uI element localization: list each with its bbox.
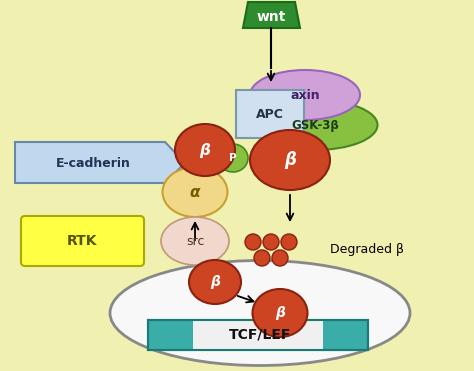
Text: GSK-3β: GSK-3β — [291, 118, 339, 131]
Ellipse shape — [175, 124, 235, 176]
Ellipse shape — [254, 250, 270, 266]
Ellipse shape — [245, 234, 261, 250]
Text: β: β — [210, 275, 220, 289]
Text: wnt: wnt — [256, 10, 286, 24]
Text: β: β — [275, 306, 285, 320]
Ellipse shape — [163, 167, 228, 217]
Ellipse shape — [110, 260, 410, 365]
FancyBboxPatch shape — [21, 216, 144, 266]
Text: axin: axin — [290, 89, 320, 102]
Ellipse shape — [272, 250, 288, 266]
Text: APC: APC — [256, 108, 284, 121]
Text: β: β — [284, 151, 296, 169]
Ellipse shape — [250, 130, 330, 190]
Text: TCF/LEF: TCF/LEF — [229, 328, 291, 342]
Text: E-cadherin: E-cadherin — [55, 157, 130, 170]
Text: P: P — [229, 153, 237, 163]
Ellipse shape — [253, 100, 377, 150]
Text: src: src — [186, 234, 204, 247]
Ellipse shape — [189, 260, 241, 304]
Ellipse shape — [253, 289, 308, 337]
FancyBboxPatch shape — [193, 320, 323, 350]
Ellipse shape — [263, 234, 279, 250]
Text: RTK: RTK — [67, 234, 97, 248]
Polygon shape — [243, 2, 300, 28]
Text: Degraded β: Degraded β — [330, 243, 404, 256]
Text: β: β — [200, 142, 210, 158]
Ellipse shape — [281, 234, 297, 250]
Ellipse shape — [218, 144, 248, 172]
FancyBboxPatch shape — [148, 320, 368, 350]
Text: α: α — [190, 184, 200, 200]
Ellipse shape — [250, 70, 360, 120]
Polygon shape — [15, 142, 185, 183]
FancyBboxPatch shape — [236, 90, 304, 138]
Ellipse shape — [161, 217, 229, 265]
